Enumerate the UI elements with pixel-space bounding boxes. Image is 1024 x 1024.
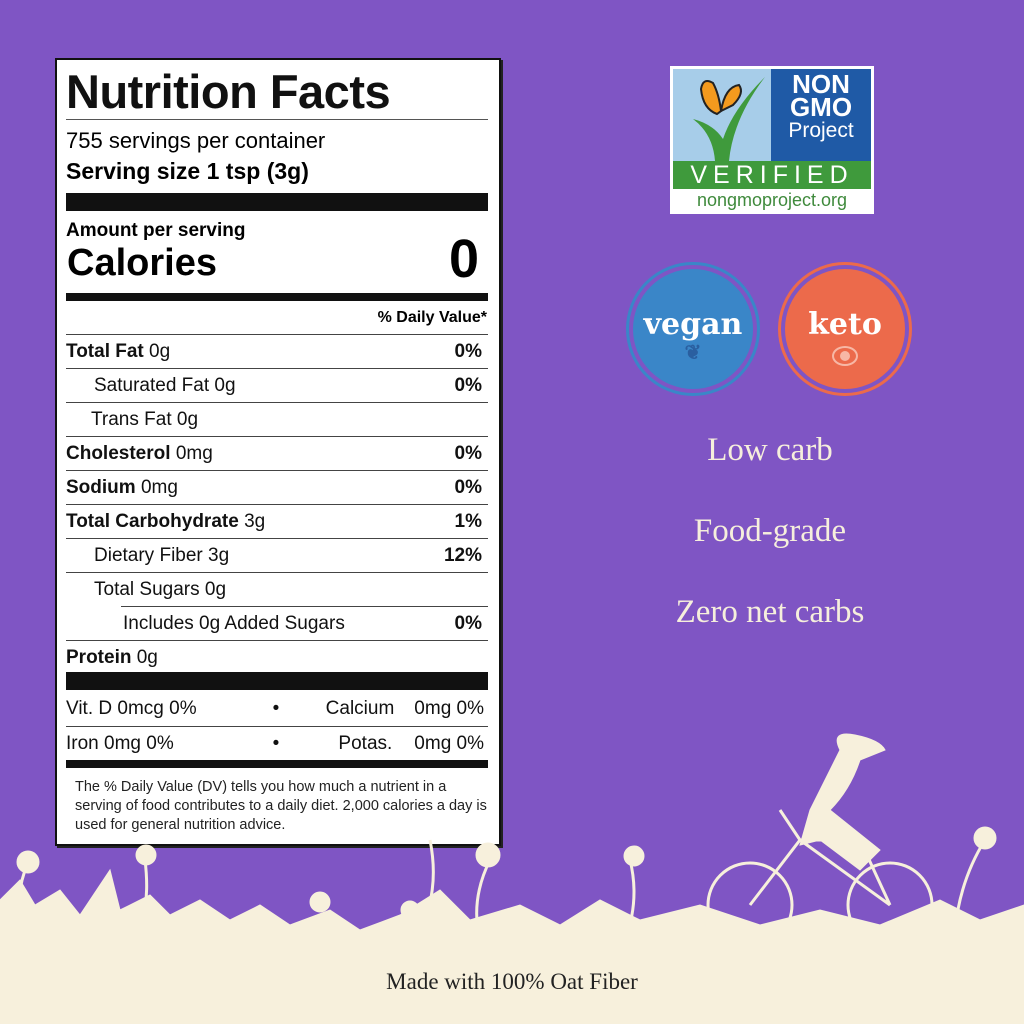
nutrient-dv: 1%: [454, 510, 482, 532]
divider: [66, 672, 488, 690]
butterfly-icon: [673, 69, 771, 161]
bullet: •: [272, 698, 280, 719]
potassium-value: 0mg 0%: [414, 732, 484, 754]
daily-value-header: % Daily Value*: [377, 309, 487, 326]
nutrient-name: Cholesterol 0mg: [66, 442, 213, 464]
leaf-icon: ❦: [684, 340, 702, 364]
nutrient-dv: 0%: [454, 476, 482, 498]
divider: [66, 193, 488, 211]
serving-size: Serving size 1 tsp (3g): [66, 158, 309, 184]
footer-band: Made with 100% Oat Fiber: [0, 945, 1024, 1024]
nutrient-row: Cholesterol 0mg 0%: [66, 436, 488, 470]
keto-badge: keto: [778, 262, 912, 396]
non-text: NON: [792, 69, 850, 99]
calories-value: 0: [448, 229, 479, 289]
nutrient-name: Total Sugars 0g: [94, 578, 227, 600]
nutrient-row: Total Sugars 0g: [66, 572, 488, 606]
nutrient-name: Total Fat 0g: [66, 340, 171, 362]
verified-text: VERIFIED: [673, 161, 871, 189]
footer-text: Made with 100% Oat Fiber: [386, 969, 638, 994]
feature-zero-net-carbs: Zero net carbs: [675, 594, 865, 630]
nutrition-facts-label: Nutrition Facts 755 servings per contain…: [55, 58, 501, 846]
calories-label: Calories: [67, 242, 217, 284]
potassium: Potas.: [338, 732, 393, 754]
gmo-text: GMO: [789, 92, 853, 122]
nutrient-name: Saturated Fat 0g: [94, 374, 236, 396]
feature-low-carb: Low carb: [707, 432, 833, 468]
nutrient-dv: 12%: [443, 544, 482, 566]
nutrient-row: Includes 0g Added Sugars 0%: [121, 606, 488, 640]
divider: [66, 760, 488, 768]
egg-icon: [832, 346, 858, 366]
calcium: Calcium: [325, 698, 395, 719]
footnote: The % Daily Value (DV) tells you how muc…: [75, 779, 487, 833]
vegan-badge: vegan ❦: [626, 262, 760, 396]
nutrient-name: Dietary Fiber 3g: [94, 544, 230, 566]
nutrient-row: Sodium 0mg 0%: [66, 470, 488, 504]
nutrient-row: Dietary Fiber 3g 12%: [66, 538, 488, 572]
project-text: Project: [788, 119, 854, 142]
divider: [66, 293, 488, 301]
vitamin-row: Vit. D 0mcg 0% • Calcium 0mg 0%: [66, 692, 488, 726]
nutrient-name: Total Carbohydrate 3g: [66, 510, 266, 532]
amount-per-serving: Amount per serving: [66, 220, 246, 241]
nutrient-dv: 0%: [454, 612, 482, 634]
nutrient-row: Saturated Fat 0g 0%: [66, 368, 488, 402]
nutrient-row: Total Fat 0g 0%: [66, 334, 488, 368]
vegan-text: vegan: [643, 307, 743, 342]
nutrient-row: Trans Fat 0g: [66, 402, 488, 436]
nutrient-dv: 0%: [454, 374, 482, 396]
bullet: •: [272, 732, 280, 754]
nutrient-row: Total Carbohydrate 3g 1%: [66, 504, 488, 538]
nutrient-dv: 0%: [454, 442, 482, 464]
meadow-cyclist-silhouette: [0, 733, 1024, 950]
calcium-value: 0mg 0%: [414, 698, 484, 719]
non-gmo-verified-badge: NON GMO Project VERIFIED nongmoproject.o…: [670, 66, 874, 214]
vitamin-d: Vit. D 0mcg 0%: [66, 698, 197, 719]
nutrient-name: Trans Fat 0g: [91, 408, 199, 430]
nongmo-url: nongmoproject.org: [696, 190, 848, 210]
iron: Iron 0mg 0%: [66, 732, 174, 754]
nutrient-row: Protein 0g: [66, 640, 488, 674]
feature-food-grade: Food-grade: [693, 513, 847, 549]
nutrition-title: Nutrition Facts: [66, 65, 391, 118]
servings-per-container: 755 servings per container: [66, 128, 326, 153]
nutrient-name: Protein 0g: [66, 646, 158, 668]
nutrient-name: Sodium 0mg: [66, 476, 178, 498]
keto-text: keto: [808, 307, 882, 342]
nutrient-name: Includes 0g Added Sugars: [123, 612, 345, 634]
nutrient-dv: 0%: [454, 340, 482, 362]
vitamin-row: Iron 0mg 0% • Potas. 0mg 0%: [66, 726, 488, 760]
